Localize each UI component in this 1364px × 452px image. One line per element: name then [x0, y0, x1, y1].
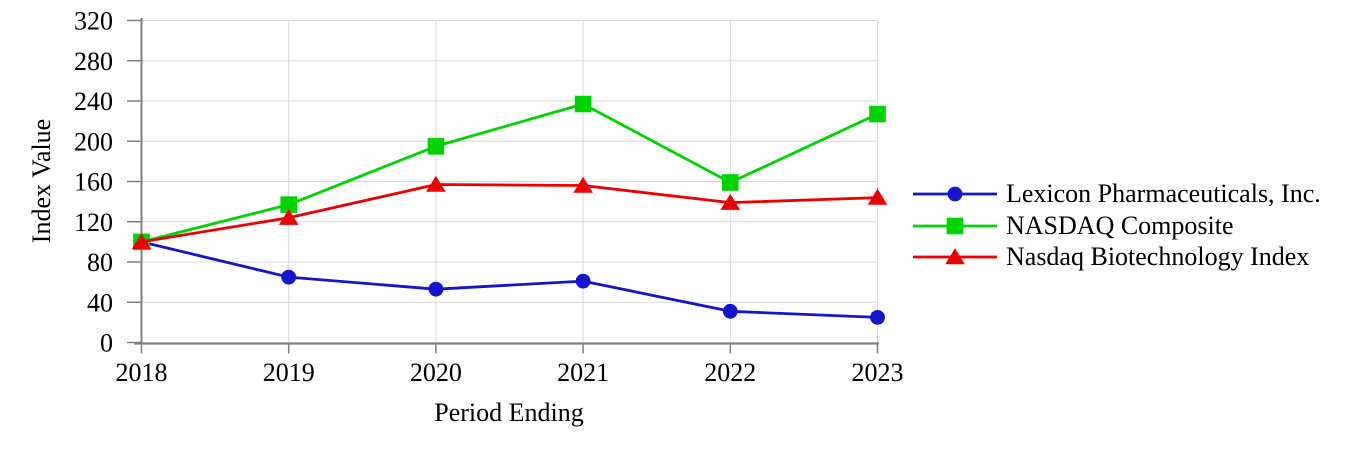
- y-tick-label: 160: [74, 168, 113, 197]
- x-tick-label: 2022: [704, 358, 756, 387]
- legend-label: NASDAQ Composite: [1006, 210, 1234, 240]
- x-tick-label: 2021: [557, 358, 609, 387]
- legend-marker-glyph: [947, 186, 963, 202]
- data-point-marker: [867, 188, 888, 205]
- data-point-marker: [131, 233, 152, 250]
- series-line: [141, 102, 879, 244]
- y-tick-label: 120: [74, 208, 113, 237]
- data-point-marker: [870, 309, 885, 325]
- legend-square-marker-icon: [913, 217, 997, 234]
- x-tick-label: 2023: [852, 358, 904, 387]
- legend-label: Lexicon Pharmaceuticals, Inc.: [1006, 179, 1321, 208]
- x-axis-title: Period Ending: [434, 398, 584, 427]
- y-tick-label: 240: [74, 87, 113, 116]
- data-point-marker: [575, 273, 591, 289]
- legend-item: Nasdaq Biotechnology Index: [913, 242, 1321, 271]
- data-point-marker: [869, 105, 886, 123]
- y-tick-label: 0: [100, 329, 113, 358]
- data-point-marker: [426, 175, 446, 192]
- series-nasdaq-biotechnology-index: [131, 175, 888, 250]
- x-tick-label: 2018: [116, 358, 168, 387]
- y-tick-label: 80: [87, 248, 113, 277]
- legend-marker-glyph: [945, 248, 965, 265]
- data-point-marker: [281, 269, 297, 285]
- series-line: [141, 183, 878, 244]
- legend-item: Lexicon Pharmaceuticals, Inc.: [913, 179, 1321, 208]
- y-tick-label: 280: [74, 47, 113, 76]
- data-point-marker: [720, 193, 741, 210]
- data-point-marker: [722, 303, 738, 319]
- data-point-marker: [573, 176, 593, 193]
- tick-labels: 0 40 80 120 160 200 240 280 320 2018 2019 2020 2021 2…: [74, 7, 904, 388]
- legend-label: Nasdaq Biotechnology Index: [1006, 242, 1310, 271]
- series-line: [141, 240, 878, 319]
- y-tick-label: 200: [74, 127, 113, 156]
- legend-marker-glyph: [946, 217, 964, 234]
- data-point-marker: [428, 281, 444, 297]
- legend-item: NASDAQ Composite: [913, 210, 1321, 240]
- series-lexicon-pharmaceuticals-inc: [134, 234, 885, 325]
- y-tick-label: 320: [74, 7, 113, 36]
- series-nasdaq-composite: [133, 95, 886, 251]
- legend: Lexicon Pharmaceuticals, Inc. NASDAQ Comp…: [913, 179, 1321, 277]
- data-point-marker: [722, 174, 739, 191]
- data-point-marker: [574, 95, 592, 113]
- data-point-marker: [280, 196, 297, 213]
- gridlines: [141, 20, 878, 343]
- y-axis-title: Index Value: [27, 118, 56, 244]
- x-tick-label: 2020: [410, 358, 462, 387]
- legend-triangle-marker-icon: [913, 248, 997, 265]
- data-point-marker: [278, 208, 299, 225]
- legend-circle-marker-icon: [913, 186, 997, 202]
- axes: [127, 18, 879, 354]
- data-point-marker: [427, 137, 445, 155]
- x-tick-label: 2019: [263, 358, 315, 387]
- y-tick-label: 40: [87, 288, 113, 317]
